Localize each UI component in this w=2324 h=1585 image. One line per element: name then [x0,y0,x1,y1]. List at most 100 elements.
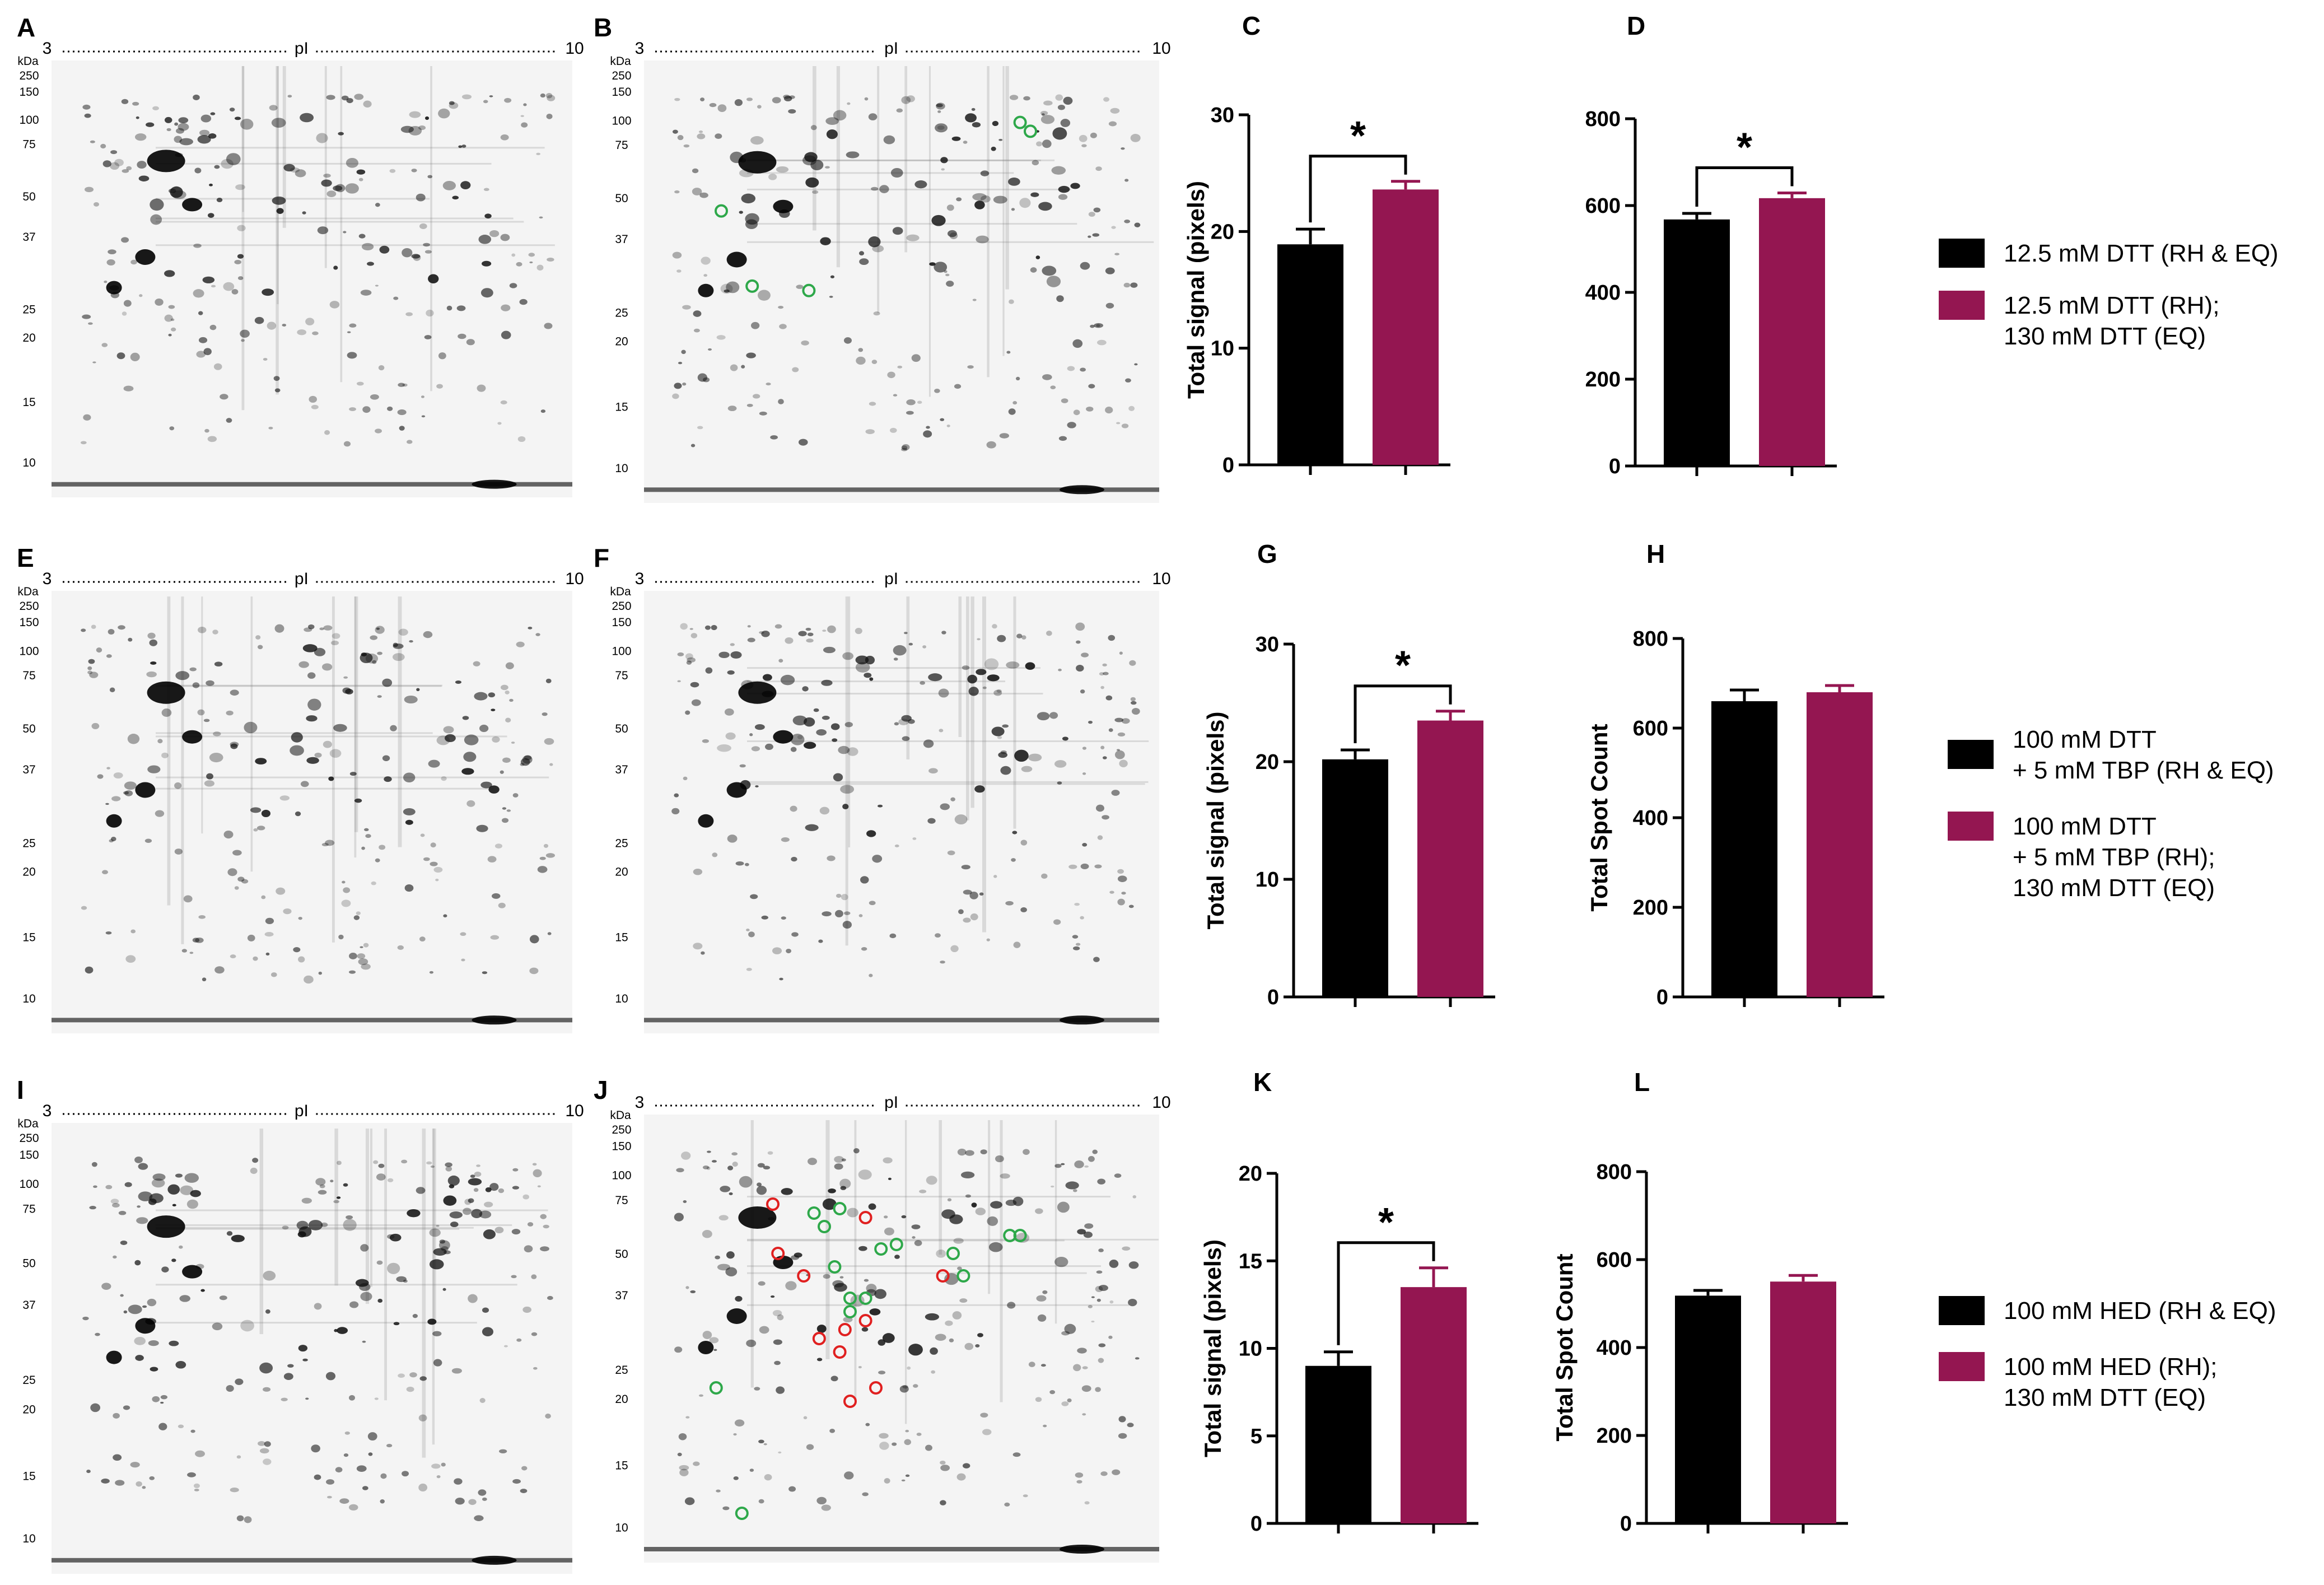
gel-spot [1073,946,1080,950]
gel-spot [1000,1173,1010,1179]
gel-spot [176,128,184,134]
gel-spot [860,876,869,884]
gel-spot [914,1240,922,1246]
gel-spot [96,647,102,653]
gel-streak [813,66,816,231]
gel-spot [207,436,217,442]
gel-spot [951,136,961,141]
gel-spot [346,157,358,168]
gel-spot [433,1248,447,1256]
gel-spot [685,1286,689,1289]
gel-spot [349,1301,359,1308]
gel-spot [406,440,413,444]
gel-spot [262,288,274,296]
gel-spot [763,1443,767,1446]
gel-spot [936,1249,946,1258]
gel-spot [494,1227,504,1234]
gel-spot [315,1178,326,1186]
gel-spot [387,406,393,411]
mw-marker-label: 25 [615,306,628,319]
gel-spot [445,1166,452,1172]
gel-spot [901,447,908,451]
gel-spot [342,880,346,884]
gel-spot [190,1190,201,1197]
gel-spot [298,956,305,963]
gel-spot [965,1150,974,1156]
gel-spot-major [1060,485,1104,495]
gel-spot [869,973,873,977]
gel-spot [746,352,756,358]
gel-spot [1061,1401,1069,1406]
gel-spot [727,835,738,843]
mw-marker-label: 250 [612,600,631,613]
gel-spot [958,909,964,915]
gel-spot [226,710,234,716]
gel-spot [190,1429,195,1433]
green-spot-marker [1013,1229,1027,1242]
gel-spot [925,1313,939,1321]
bar-maroon [1373,189,1439,465]
gel-spot [212,1322,223,1331]
gel-spot [301,1197,312,1204]
gel-spot [926,426,930,429]
gel-spot [995,1155,1004,1163]
gel-spot [427,175,433,179]
mw-marker-label: 15 [615,400,628,413]
gel-spot [700,97,705,102]
gel-spot [537,1185,541,1188]
gel-spot [1081,1385,1091,1392]
gel-spot [678,361,683,365]
gel-spot [906,399,916,405]
gel-spot [223,830,234,839]
gel-spot [947,850,955,856]
gel-spot [718,651,730,658]
gel-spot [174,136,183,143]
gel-spot [317,226,329,235]
gel-spot [373,1160,379,1164]
gel-spot [326,95,335,100]
gel-spot [1072,1189,1077,1192]
gel-spot [549,763,553,766]
mw-marker-label: 100 [19,114,39,127]
gel-spot [540,1214,547,1219]
gel-spot [265,952,270,956]
gel-spot [993,195,1007,204]
gel-spot [403,1279,408,1283]
gel-spot [198,626,207,633]
gel-spot [758,1439,764,1444]
gel-spot [343,887,351,893]
gel-spot [1076,1480,1082,1484]
gel-spot [449,1211,463,1219]
gel-spot [273,376,280,381]
gel-spot [947,230,957,237]
gel-spot [542,712,548,716]
gel-spot [874,1289,886,1299]
pi-start-label: 3 [635,39,645,58]
gel-spot [956,1473,966,1481]
gel-spot [499,1449,507,1454]
gel-streak [156,685,442,687]
gel-spot [337,1327,348,1334]
mw-marker-label: 25 [22,304,35,316]
gel-spot [925,1444,932,1451]
gel-spot [333,1200,340,1204]
y-tick-label: 15 [1239,1250,1262,1273]
gel-spot [1076,640,1081,644]
gel-spot [1080,863,1089,869]
gel-spot [1035,255,1040,259]
gel-spot [981,195,991,203]
gel-spot [302,644,318,652]
gel-spot [964,1342,974,1350]
gel-spot [1073,1364,1081,1372]
gel-spot [536,264,544,271]
gel-spot [752,394,760,399]
gel-spot [132,101,139,106]
gel-spot [147,1298,157,1307]
gel-spot [1061,398,1068,403]
gel-spot [1088,212,1095,217]
gel-spot [101,1478,110,1484]
gel-spot [1117,875,1127,882]
gel-spot [128,1304,142,1314]
gel-spot [250,807,262,813]
